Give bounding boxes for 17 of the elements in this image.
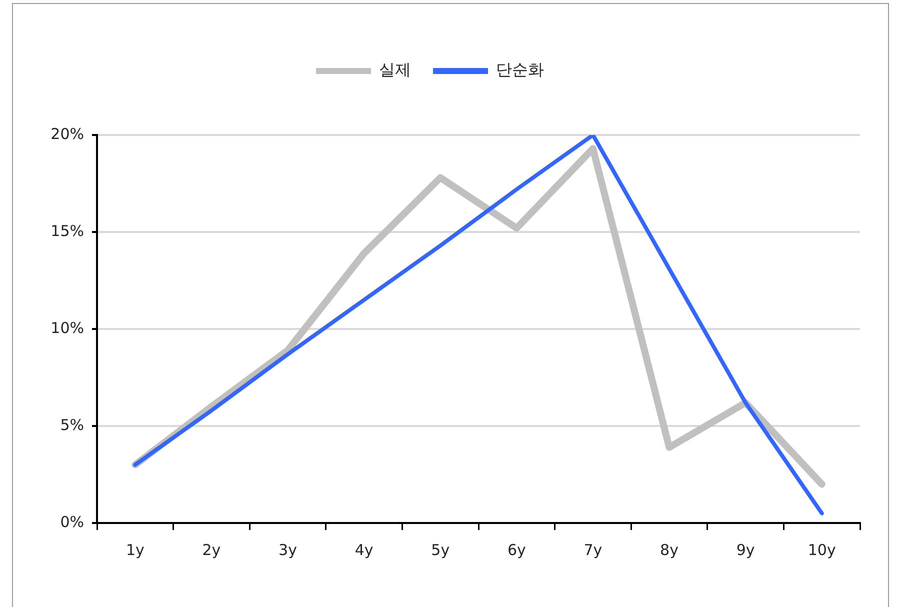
- x-tick-label: 8y: [660, 540, 679, 559]
- x-tick-label: 7y: [584, 540, 602, 559]
- x-tick-label: 5y: [431, 540, 450, 559]
- y-tick-label: 15%: [50, 222, 84, 240]
- x-tick-label: 9y: [736, 540, 755, 559]
- legend-label: 단순화: [496, 60, 544, 80]
- legend-label: 실제: [379, 60, 411, 80]
- x-tick-label: 3y: [278, 540, 298, 559]
- x-tick-label: 4y: [354, 540, 374, 559]
- y-tick-label: 20%: [50, 124, 84, 143]
- y-tick-label: 5%: [60, 416, 84, 434]
- x-tick-label: 1y: [126, 540, 144, 559]
- x-tick-label: 2y: [202, 540, 221, 559]
- y-tick-label: 0%: [60, 512, 84, 531]
- x-tick-label: 10y: [808, 540, 836, 559]
- x-tick-label: 6y: [507, 540, 526, 559]
- y-tick-label: 10%: [50, 318, 84, 337]
